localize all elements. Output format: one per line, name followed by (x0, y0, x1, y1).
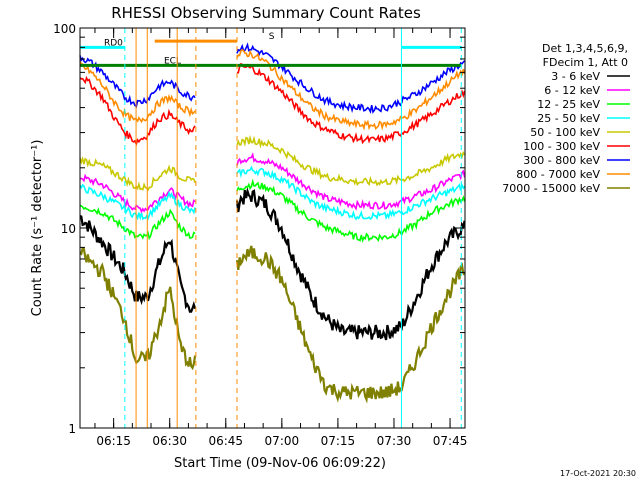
series-line-7 (79, 48, 466, 131)
flag-label-3: S (269, 32, 275, 42)
x-tick-label: 06:45 (208, 434, 243, 448)
series-5 (79, 62, 466, 147)
legend: Det 1,3,4,5,6,9,FDecim 1, Att 03 - 6 keV… (502, 42, 630, 195)
series-line-0 (79, 186, 466, 341)
legend-label-8: 7000 - 15000 keV (502, 182, 600, 195)
y-tick-label: 100 (53, 22, 76, 36)
y-axis-label: Count Rate (s⁻¹ detector⁻¹) (30, 140, 45, 317)
legend-header-1: FDecim 1, Att 0 (543, 56, 628, 69)
x-tick-label: 06:30 (152, 434, 187, 448)
series-7 (79, 48, 466, 131)
series-2 (79, 178, 466, 244)
legend-label-2: 12 - 25 keV (537, 98, 600, 111)
series-line-6 (79, 42, 466, 114)
legend-label-3: 25 - 50 keV (537, 112, 600, 125)
flags-layer: RD0 ECL S (80, 32, 462, 67)
series-4 (79, 134, 466, 192)
chart-title: RHESSI Observing Summary Count Rates (111, 4, 421, 22)
x-tick-label: 06:15 (96, 434, 131, 448)
y-tick-label: 10 (61, 222, 76, 236)
x-axis-label: Start Time (09-Nov-06 06:09:22) (174, 456, 386, 471)
series-layer (79, 42, 466, 404)
series-line-8 (79, 245, 466, 404)
series-line-4 (79, 134, 466, 192)
legend-label-6: 300 - 800 keV (523, 154, 600, 167)
x-tick-label: 07:15 (321, 434, 356, 448)
legend-label-1: 6 - 12 keV (544, 84, 600, 97)
series-8 (79, 245, 466, 404)
series-line-1 (79, 152, 466, 214)
y-tick-label: 1 (68, 422, 76, 436)
x-tick-label: 07:00 (265, 434, 300, 448)
legend-label-5: 100 - 300 keV (523, 140, 600, 153)
series-3 (79, 165, 466, 221)
legend-label-0: 3 - 6 keV (551, 70, 600, 83)
series-line-3 (79, 165, 466, 221)
series-line-2 (79, 178, 466, 244)
series-line-5 (79, 62, 466, 147)
series-0 (79, 186, 466, 341)
legend-label-7: 800 - 7000 keV (516, 168, 600, 181)
legend-label-4: 50 - 100 keV (530, 126, 600, 139)
x-tick-label: 07:45 (433, 434, 468, 448)
x-axis: 06:15 06:30 06:45 07:00 07:15 07:30 07:45 (94, 28, 468, 448)
timestamp: 17-Oct-2021 20:30 (560, 469, 636, 478)
legend-header-0: Det 1,3,4,5,6,9, (542, 42, 628, 55)
x-tick-label: 07:30 (377, 434, 412, 448)
flag-label-2: ECL (164, 56, 181, 66)
series-1 (79, 152, 466, 214)
flag-label-0: RD0 (104, 38, 123, 48)
y-axis: 1 10 100 (53, 22, 465, 436)
series-6 (79, 42, 466, 114)
